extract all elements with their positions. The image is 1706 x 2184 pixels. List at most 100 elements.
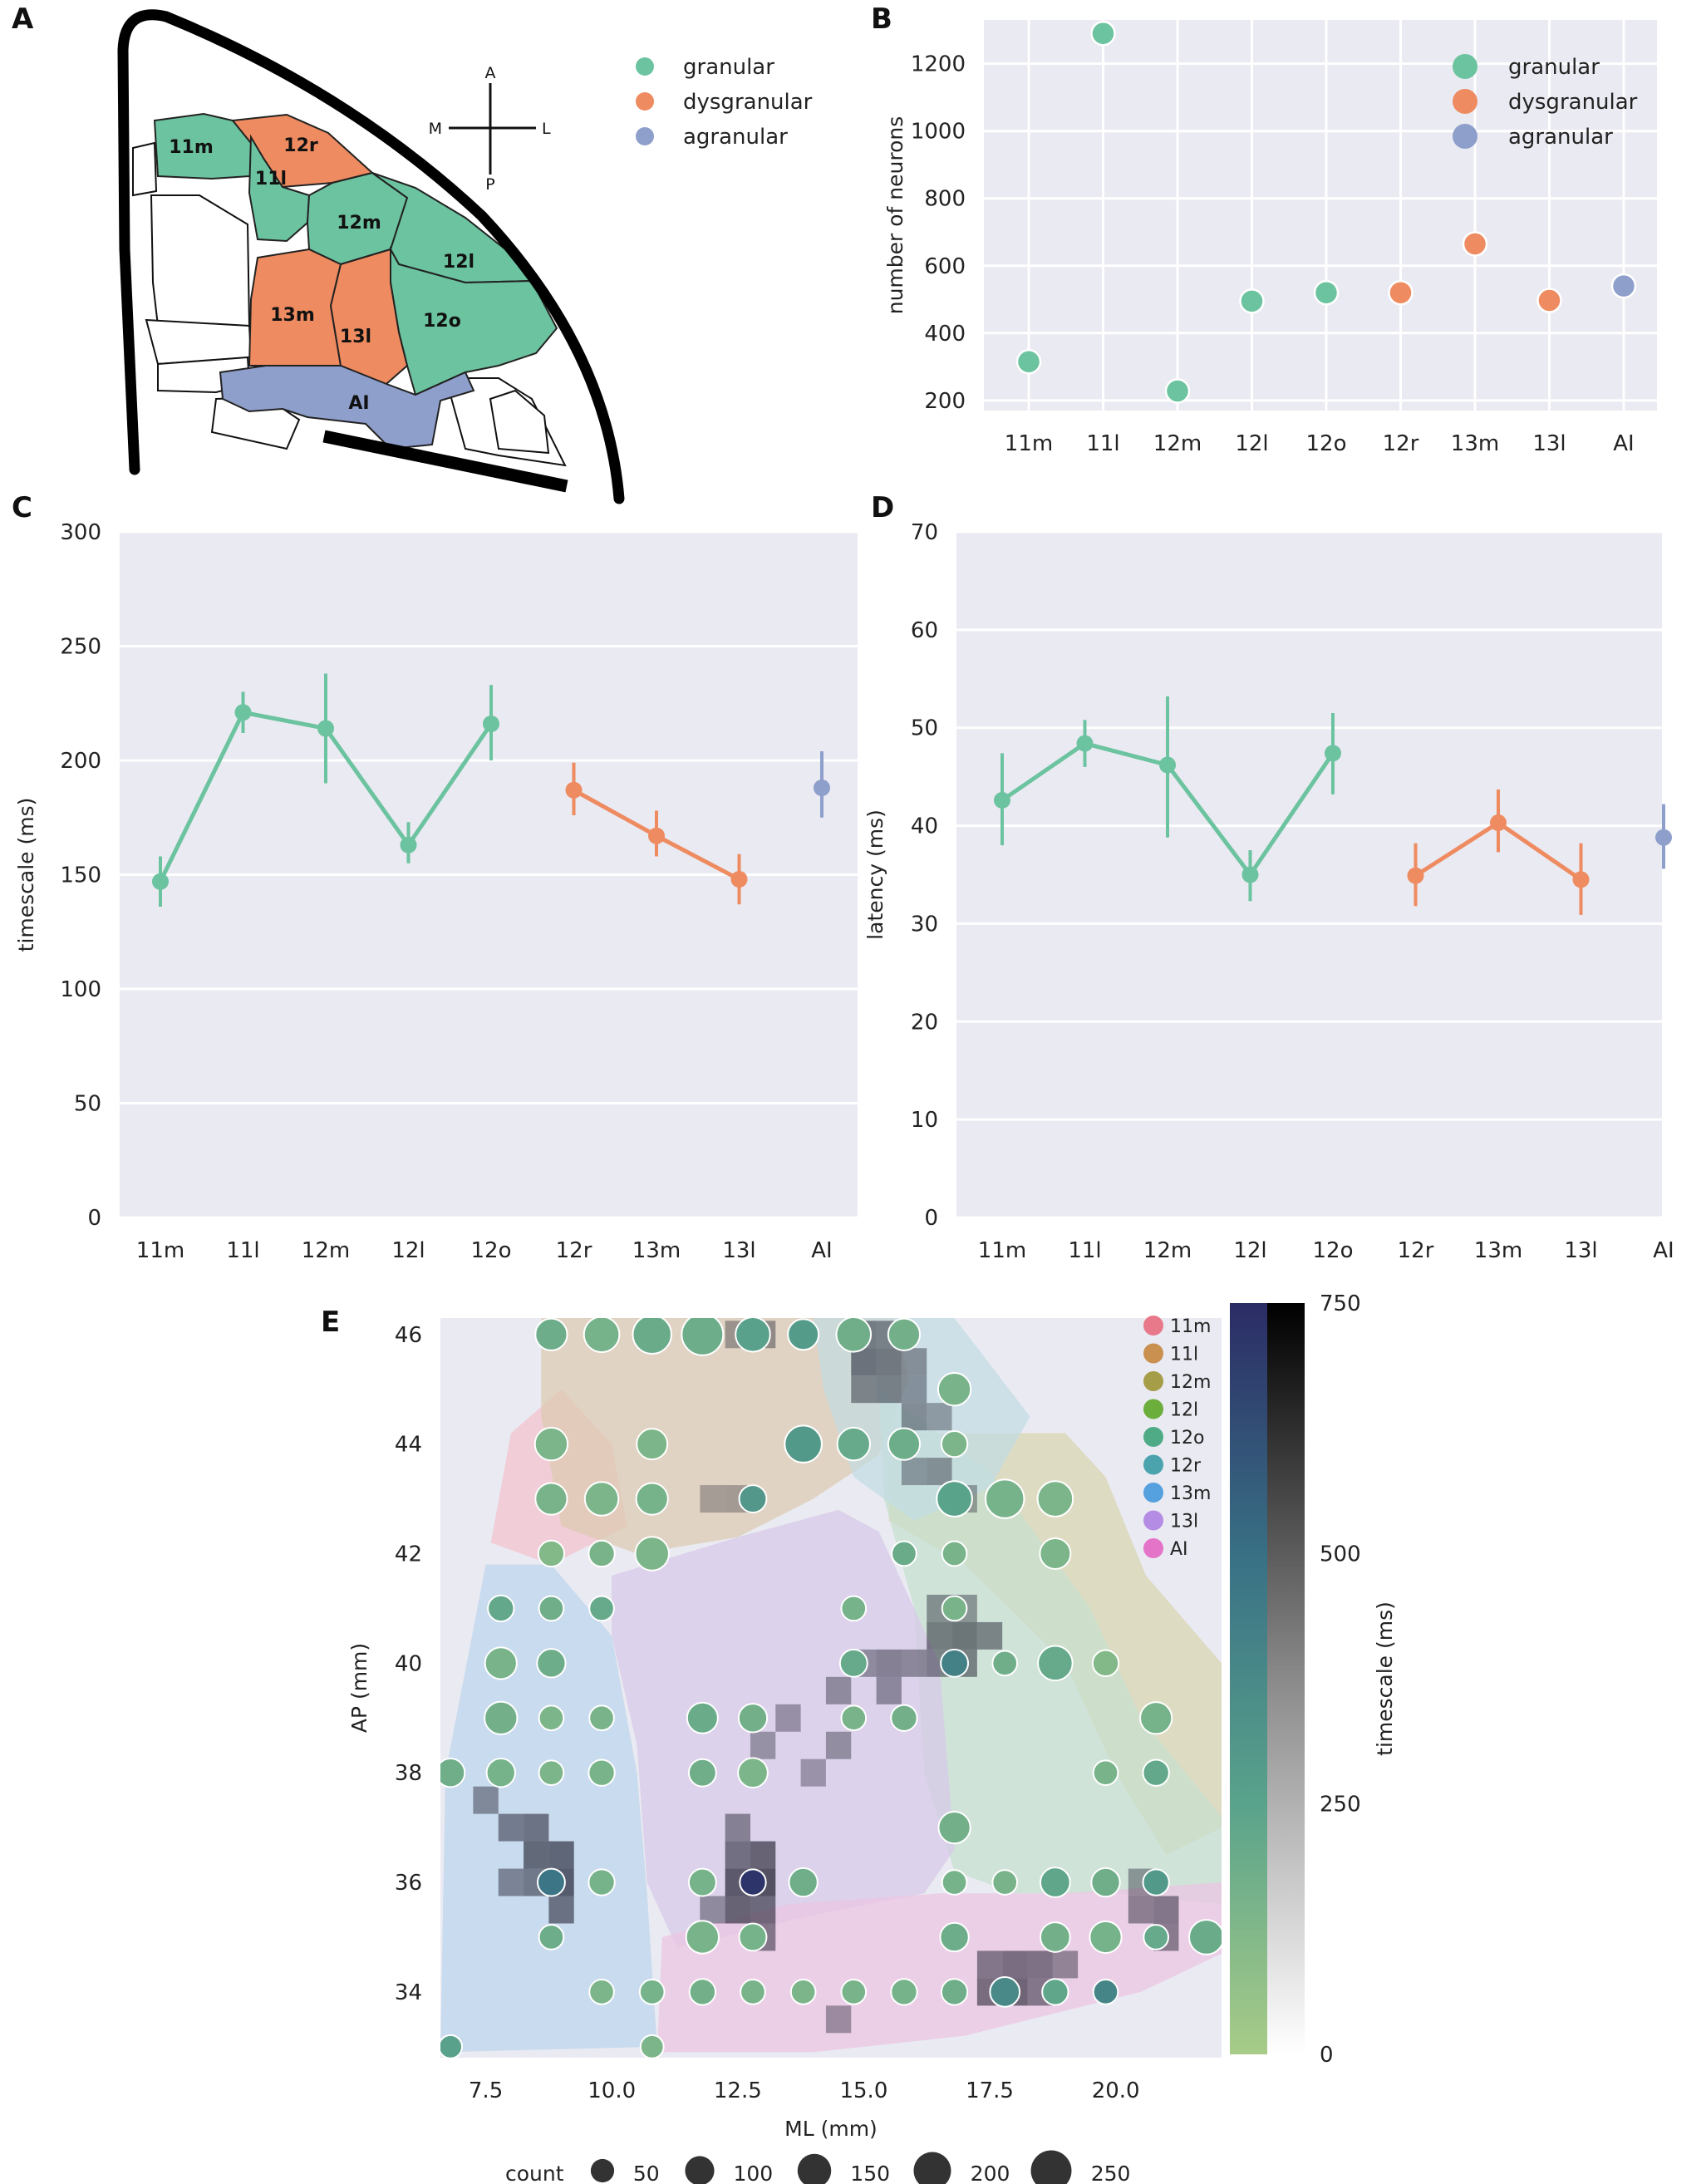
spatial-point [738,1922,768,1952]
panel-b-legend-label-granular: granular [1508,55,1600,80]
heat-cell [876,1649,902,1677]
panel-e-legend-label-12r: 12r [1170,1456,1202,1477]
panel-c-point-11m [152,873,169,890]
spatial-point [1143,1924,1170,1950]
spatial-point [687,1758,717,1788]
panel-e-xlabel: ML (mm) [784,2117,878,2141]
heat-cell [548,1841,574,1869]
panel-e-ylabel: AP (mm) [347,1643,371,1733]
panel-b-point-12m [1164,378,1191,404]
heat-cell [901,1403,927,1431]
spatial-point [835,1318,873,1353]
spatial-point [1090,1867,1121,1898]
spatial-point [940,1978,969,2006]
panel-e-legend-label-12o: 12o [1170,1428,1204,1449]
spatial-point [991,1650,1019,1677]
spatial-point [588,1979,615,2005]
spatial-point [534,1318,568,1351]
panel-b-point-13l [1536,288,1562,313]
spatial-point [685,1920,720,1955]
panel-b-ytick-label: 600 [924,254,966,279]
spatial-point [784,1424,823,1463]
panel-e-xtick-label: 10.0 [588,2078,636,2103]
panel-c-point-13l [730,871,748,888]
size-legend-marker-100 [685,2156,715,2184]
panel-e-legend-marker-11m [1143,1316,1163,1335]
panel-d-xtick-label: 13l [1564,1238,1597,1263]
size-legend-marker-50 [590,2158,615,2183]
spatial-point [740,1979,766,2005]
spatial-point [941,1595,968,1622]
panel-e-ytick-label: 34 [395,1980,422,2005]
heat-cell [876,1375,902,1404]
heat-cell [825,1676,852,1704]
panel-c-xtick-label: 12r [556,1238,592,1263]
panel-b-xtick-label: AI [1613,431,1634,456]
spatial-point [840,1595,868,1622]
panel-d-point-13l [1572,871,1590,888]
spatial-point [484,1700,519,1735]
spatial-point [789,1979,817,2005]
panel-c-xtick-label: 12m [302,1238,350,1263]
panel-c-point-12o [483,716,499,732]
panel-d-xtick-label: 12r [1398,1238,1434,1263]
heat-cell [876,1348,902,1376]
size-legend-label-150: 150 [850,2162,890,2184]
panel-e-legend-marker-12r [1143,1454,1163,1475]
spatial-point [534,1482,568,1516]
panel-e-legend-marker-11l [1143,1343,1163,1364]
size-legend-label-200: 200 [971,2162,1010,2184]
spatial-point [937,1811,971,1845]
heat-cell [976,1621,1003,1650]
size-legend-label-50: 50 [633,2162,660,2184]
heat-cell [976,1950,1003,1979]
panel-e-legend-label-11l: 11l [1170,1345,1198,1365]
heat-cell [775,1704,801,1732]
panel-b-point-12o [1313,279,1340,306]
panel-d-xtick-label: 12m [1143,1238,1192,1263]
panel-b-point-12l [1239,288,1265,314]
panel-b-xtick-label: 12r [1383,431,1419,456]
panel-b-legend-marker-agranular [1453,124,1477,149]
legend-a-label-agranular: agranular [683,125,788,150]
colorbar-tick-label: 500 [1320,1542,1361,1567]
panel-d-point-11l [1076,735,1094,752]
panel-d-point-12r [1407,867,1424,884]
heat-cell [951,1621,977,1650]
spatial-point [738,1484,768,1514]
legend-a-marker-granular [636,57,654,76]
panel-d-xtick-label: 13m [1474,1238,1522,1263]
panel-b-plot-area [984,20,1657,411]
spatial-point [1039,1537,1072,1570]
panel-c-point-12l [400,836,417,853]
heat-cell [524,1813,549,1842]
heat-cell [1153,1896,1179,1924]
compass-l-label: L [542,120,551,138]
panel-b-xtick-label: 12l [1235,431,1268,456]
panel-c-point-12r [565,781,583,799]
spatial-point [538,1759,565,1787]
panel-c-point-ai [814,780,830,796]
legend-a-label-granular: granular [683,55,774,80]
spatial-point [536,1867,566,1897]
panel-b-legend-label-dysgranular: dysgranular [1508,90,1638,115]
panel-e-spatial-map: E 7.5 10.0 12.5 15.0 17.5 20.0 34 36 38 40 42 44 46 ML… [321,1291,1397,2184]
heat-cell [901,1458,927,1486]
spatial-point [1089,1920,1123,1955]
panel-c-xtick-label: 11l [226,1238,259,1263]
panel-c-ytick-label: 100 [60,977,101,1002]
size-legend-label-100: 100 [734,2162,774,2184]
heat-cell [498,1868,524,1896]
spatial-point [688,1978,717,2006]
spatial-point [538,1595,565,1622]
panel-e-legend-marker-ai [1143,1538,1163,1558]
panel-c-ytick-label: 250 [60,635,101,660]
region-area-13l [612,1509,955,1949]
spatial-point [635,1482,669,1516]
panel-d-point-12l [1241,866,1259,883]
panel-label-e: E [321,1306,340,1339]
panel-label-b: B [871,2,892,36]
panel-label-c: C [12,491,32,524]
panel-b-xtick-label: 13l [1532,431,1566,456]
panel-d-ytick-label: 60 [911,618,938,643]
